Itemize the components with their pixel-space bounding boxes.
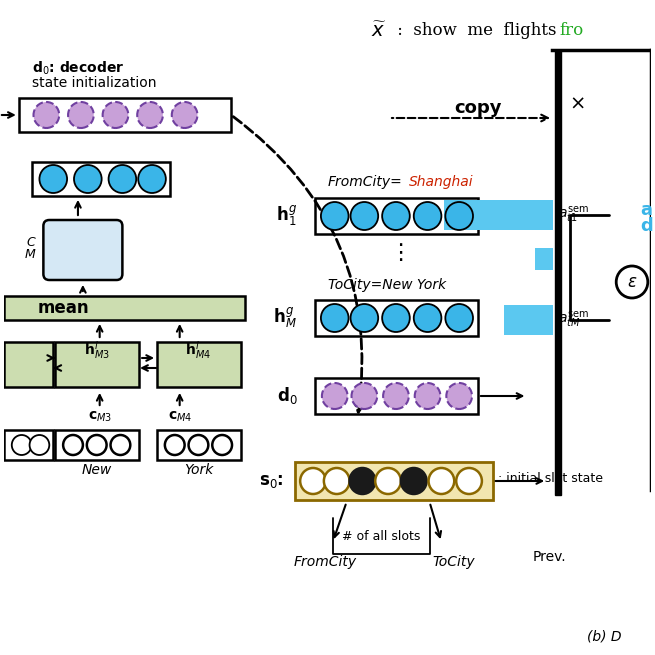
Circle shape bbox=[382, 304, 410, 332]
Circle shape bbox=[616, 266, 648, 298]
Circle shape bbox=[321, 202, 348, 230]
Text: (b) D: (b) D bbox=[587, 630, 621, 644]
Circle shape bbox=[457, 468, 482, 494]
Text: $\times$: $\times$ bbox=[569, 94, 584, 113]
Text: $C$: $C$ bbox=[26, 236, 37, 250]
Circle shape bbox=[212, 435, 232, 455]
Text: Prev.: Prev. bbox=[533, 550, 566, 564]
Circle shape bbox=[33, 102, 59, 128]
Text: $\mathbf{c}_{M3}$: $\mathbf{c}_{M3}$ bbox=[88, 410, 112, 424]
Circle shape bbox=[445, 304, 473, 332]
Text: a: a bbox=[640, 201, 652, 219]
Circle shape bbox=[29, 435, 49, 455]
Text: New: New bbox=[82, 463, 112, 477]
Text: $a^{\rm sem}_{t1}$: $a^{\rm sem}_{t1}$ bbox=[558, 205, 589, 225]
Bar bbox=[315, 198, 478, 234]
Circle shape bbox=[382, 202, 410, 230]
Text: ToCity=New York: ToCity=New York bbox=[328, 278, 446, 292]
Text: FromCity: FromCity bbox=[293, 555, 356, 569]
Text: $\mathbf{h}^{g}_{1}$: $\mathbf{h}^{g}_{1}$ bbox=[276, 204, 297, 229]
Text: ToCity: ToCity bbox=[432, 555, 475, 569]
Text: $\mathbf{h}^{l}_{M4}$: $\mathbf{h}^{l}_{M4}$ bbox=[185, 339, 212, 361]
Bar bbox=[4, 296, 245, 320]
Circle shape bbox=[383, 383, 409, 409]
Bar bbox=[315, 378, 478, 414]
Bar bbox=[315, 300, 478, 336]
FancyBboxPatch shape bbox=[43, 220, 122, 280]
Circle shape bbox=[352, 383, 377, 409]
Text: $\mathbf{c}_{M4}$: $\mathbf{c}_{M4}$ bbox=[168, 410, 192, 424]
Bar bbox=[4, 342, 53, 387]
Circle shape bbox=[446, 383, 472, 409]
Text: $a^{\rm sem}_{tM}$: $a^{\rm sem}_{tM}$ bbox=[558, 310, 589, 330]
Bar bbox=[157, 342, 241, 387]
Circle shape bbox=[300, 468, 326, 494]
Bar bbox=[157, 430, 241, 460]
Circle shape bbox=[172, 102, 197, 128]
Bar bbox=[19, 98, 231, 132]
Circle shape bbox=[321, 304, 348, 332]
Text: $\mathbf{h}^{l}_{M3}$: $\mathbf{h}^{l}_{M3}$ bbox=[84, 339, 109, 361]
Text: $\mathbf{s}_0$:: $\mathbf{s}_0$: bbox=[259, 472, 284, 490]
Text: FromCity=: FromCity= bbox=[328, 175, 403, 189]
Text: $\epsilon$: $\epsilon$ bbox=[627, 273, 637, 291]
Text: fro: fro bbox=[559, 22, 583, 39]
Circle shape bbox=[324, 468, 350, 494]
Circle shape bbox=[39, 165, 67, 193]
Bar bbox=[31, 162, 170, 196]
Circle shape bbox=[103, 102, 128, 128]
Circle shape bbox=[68, 102, 94, 128]
Text: $\mathbf{d}_0$: decoder: $\mathbf{d}_0$: decoder bbox=[31, 60, 124, 77]
Text: : initial slot state: : initial slot state bbox=[498, 472, 603, 485]
Circle shape bbox=[350, 304, 378, 332]
Circle shape bbox=[401, 468, 426, 494]
Circle shape bbox=[414, 202, 441, 230]
Circle shape bbox=[350, 468, 375, 494]
Bar bbox=[555, 50, 561, 495]
Circle shape bbox=[445, 202, 473, 230]
Text: d: d bbox=[640, 217, 652, 235]
Bar bbox=[444, 200, 553, 230]
Circle shape bbox=[137, 102, 163, 128]
Bar bbox=[535, 248, 553, 270]
Circle shape bbox=[415, 383, 440, 409]
Text: $M$: $M$ bbox=[24, 248, 37, 261]
Circle shape bbox=[414, 304, 441, 332]
Bar bbox=[295, 462, 493, 500]
Circle shape bbox=[322, 383, 348, 409]
Circle shape bbox=[109, 165, 136, 193]
Circle shape bbox=[12, 435, 31, 455]
Circle shape bbox=[87, 435, 107, 455]
Circle shape bbox=[74, 165, 102, 193]
Bar bbox=[504, 305, 553, 335]
Bar bbox=[55, 342, 139, 387]
Text: # of all slots: # of all slots bbox=[342, 530, 421, 543]
Circle shape bbox=[189, 435, 208, 455]
Text: Shanghai: Shanghai bbox=[409, 175, 474, 189]
Circle shape bbox=[375, 468, 401, 494]
Bar bbox=[55, 430, 139, 460]
Text: $\mathbf{d}_0$: $\mathbf{d}_0$ bbox=[276, 386, 297, 407]
Text: copy: copy bbox=[454, 99, 502, 117]
Text: :  show  me  flights: : show me flights bbox=[392, 22, 562, 39]
Text: $\widetilde{x}$: $\widetilde{x}$ bbox=[371, 22, 387, 41]
Text: York: York bbox=[184, 463, 213, 477]
Text: $\vdots$: $\vdots$ bbox=[389, 241, 403, 263]
Text: $\mathbf{h}^{g}_{M}$: $\mathbf{h}^{g}_{M}$ bbox=[274, 305, 297, 331]
Circle shape bbox=[63, 435, 83, 455]
Circle shape bbox=[165, 435, 185, 455]
Circle shape bbox=[350, 202, 378, 230]
Circle shape bbox=[428, 468, 454, 494]
Text: mean: mean bbox=[37, 299, 89, 317]
Bar bbox=[4, 430, 53, 460]
Circle shape bbox=[111, 435, 130, 455]
Text: state initialization: state initialization bbox=[31, 76, 156, 90]
Circle shape bbox=[138, 165, 166, 193]
